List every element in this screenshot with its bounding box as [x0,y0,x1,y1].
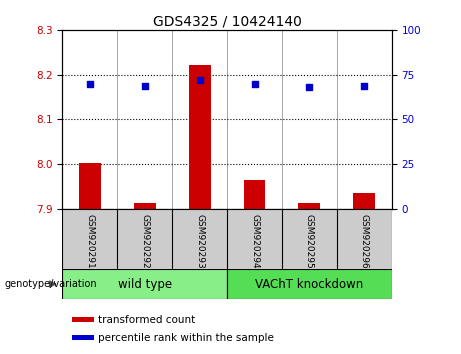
Text: GSM920292: GSM920292 [140,214,149,268]
Text: GSM920295: GSM920295 [305,214,314,268]
Point [306,85,313,90]
Point [86,81,94,87]
Text: GSM920294: GSM920294 [250,214,259,268]
Text: wild type: wild type [118,278,171,291]
Bar [72,335,94,340]
Title: GDS4325 / 10424140: GDS4325 / 10424140 [153,15,301,29]
Point [251,81,258,87]
Bar [354,193,375,209]
Point [361,83,368,88]
Text: GSM920291: GSM920291 [85,214,94,268]
Bar [243,180,266,209]
Text: GSM920293: GSM920293 [195,214,204,268]
Text: VAChT knockdown: VAChT knockdown [255,278,364,291]
Bar [62,269,227,299]
Bar [72,317,94,322]
Point [196,77,203,83]
Text: GSM920296: GSM920296 [360,214,369,268]
Point [141,83,148,88]
Text: genotype/variation: genotype/variation [5,279,97,289]
Bar [79,163,100,209]
Bar [227,269,392,299]
Bar [189,65,211,209]
Text: percentile rank within the sample: percentile rank within the sample [98,333,274,343]
Bar [298,204,320,209]
Bar [134,204,156,209]
Text: transformed count: transformed count [98,315,195,325]
